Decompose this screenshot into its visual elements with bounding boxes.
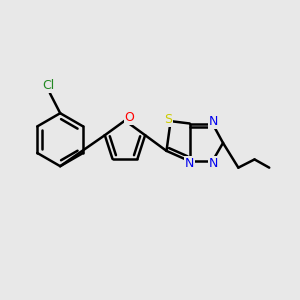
Text: N: N [185, 157, 194, 170]
Text: O: O [125, 111, 135, 124]
Text: S: S [164, 113, 172, 126]
Text: N: N [208, 157, 218, 170]
Text: N: N [208, 115, 218, 128]
Text: Cl: Cl [42, 79, 55, 92]
